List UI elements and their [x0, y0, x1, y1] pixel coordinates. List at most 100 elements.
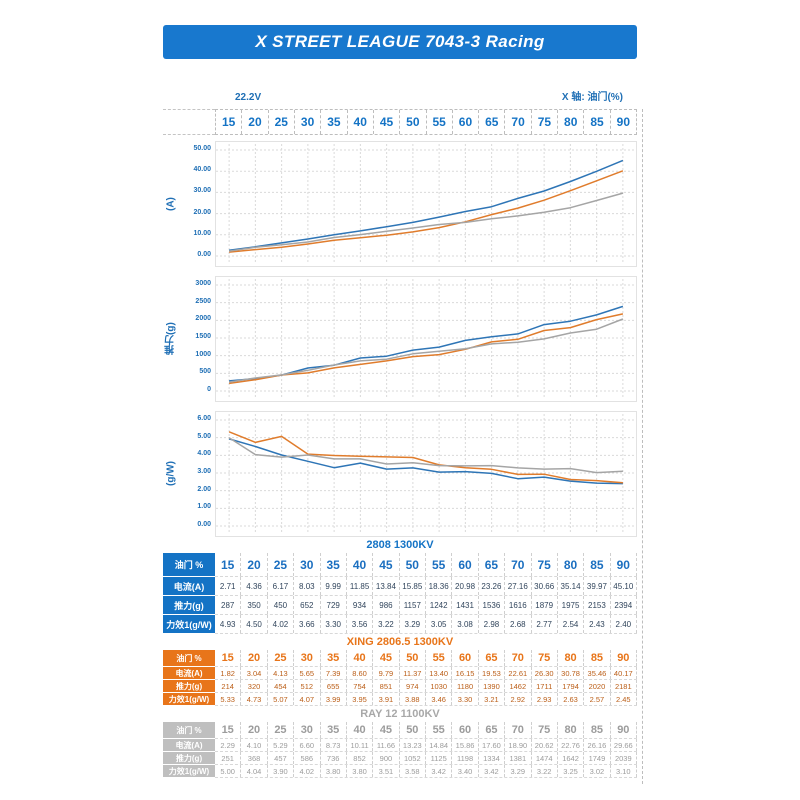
table-cell: 1749: [584, 752, 611, 764]
table-cell: 35: [321, 650, 347, 666]
table-cell: 40: [347, 650, 374, 666]
table-cell: 3.04: [241, 667, 268, 679]
chart-thrust: 推力(g) 0 500 1000 1500 2000 2500 3000: [163, 276, 637, 402]
table-cell: 287: [215, 596, 242, 614]
chart-canvas: [216, 279, 636, 399]
table-cell: 1642: [558, 752, 585, 764]
table-cell: 3.66: [294, 615, 321, 633]
table-cell: 80: [558, 553, 585, 576]
table-row: 油门 % 15 20 25 30 35 40 45 50 55 60 65 70 75 80 85 90: [163, 650, 637, 667]
table-cell: 18.90: [505, 739, 532, 751]
throttle-header-cells: 15 20 25 30 35 40 45 50 55 60 65 70 75 80 85 90: [215, 109, 637, 135]
table-cell: 23.26: [479, 577, 506, 595]
table-row: 推力(g) 214 320 454 512 655 754 851 974 1030 1180 139…: [163, 680, 637, 693]
table-row: 推力(g) 287 350 450 652 729 934 986 1157 1242 1431 15…: [163, 596, 637, 615]
table-cell: 1462: [505, 680, 532, 692]
table-cell: 13.40: [426, 667, 453, 679]
table-cell: 25: [268, 722, 295, 738]
table-cell: 35: [321, 553, 347, 576]
table-cell: 736: [321, 752, 347, 764]
throttle-header-cell: 50: [400, 110, 427, 134]
table-row: 力效1(g/W) 4.93 4.50 4.02 3.66 3.30 3.56 3.22 3.29…: [163, 615, 637, 634]
y-axis-current: (A) 0.00 10.00 20.00 30.00 40.00 50.00: [163, 141, 215, 267]
table-cell: 70: [505, 650, 532, 666]
throttle-header-cell: 85: [584, 110, 611, 134]
table-cell: 5.65: [294, 667, 321, 679]
page-title: X STREET LEAGUE 7043-3 Racing: [255, 32, 545, 51]
table-row-cells: 251 368 457 586 736 852 900 1052 1125 1198 1334 138…: [215, 752, 637, 765]
table-cell: 655: [321, 680, 347, 692]
table-cell: 3.21: [479, 693, 506, 705]
table-cell: 2.40: [611, 615, 637, 633]
table-row-label: 电流(A): [163, 577, 215, 596]
table-cell: 1.82: [215, 667, 242, 679]
table-cell: 4.13: [268, 667, 295, 679]
table-cell: 70: [505, 553, 532, 576]
table-cell: 35.46: [584, 667, 611, 679]
table-cell: 1157: [400, 596, 426, 614]
table-cell: 6.60: [294, 739, 321, 751]
table-cell: 4.04: [241, 765, 268, 777]
table-cell: 27.16: [505, 577, 532, 595]
table-cell: 15.86: [452, 739, 479, 751]
chart-current: (A) 0.00 10.00 20.00 30.00 40.00 50.00: [163, 141, 637, 267]
table-cell: 251: [215, 752, 242, 764]
table-cell: 75: [532, 650, 558, 666]
y-tick-label: 40.00: [193, 166, 211, 174]
table-cell: 3.02: [584, 765, 611, 777]
plot-area-current: [215, 141, 637, 267]
table-cell: 1198: [452, 752, 479, 764]
table-cell: 60: [452, 650, 479, 666]
table-cell: 14.84: [426, 739, 453, 751]
y-tick-label: 20.00: [193, 208, 211, 216]
throttle-header-cell: 65: [479, 110, 506, 134]
y-tick-label: 0.00: [197, 251, 211, 258]
table-cell: 15.85: [400, 577, 426, 595]
table-cell: 2.63: [558, 693, 585, 705]
table-cell: 1474: [532, 752, 558, 764]
table-row: 力效1(g/W) 5.33 4.73 5.07 4.07 3.99 3.95 3.91 3.88…: [163, 693, 637, 706]
x-axis-label: X 轴: 油门(%): [561, 92, 623, 103]
table-cell: 3.91: [373, 693, 400, 705]
series-line-xing-2806-5-1300kv: [228, 431, 623, 484]
table-cell: 3.05: [426, 615, 453, 633]
table-cell: 3.90: [268, 765, 295, 777]
table-cell: 3.99: [321, 693, 347, 705]
table-cell: 20.62: [532, 739, 558, 751]
y-axis-efficiency: (g/W) 0.00 1.00 2.00 3.00 4.00 5.00 6.00: [163, 411, 215, 537]
series-line-2808-1300kv: [229, 159, 624, 252]
y-tick-label: 0.00: [197, 521, 211, 528]
table-cell: 3.88: [400, 693, 426, 705]
data-tables: 2808 1300KV 油门 % 15 20 25 30 35 40 45 50 55 60 65 70 7…: [163, 537, 637, 778]
table-cell: 1381: [505, 752, 532, 764]
table-cell: 15: [215, 650, 242, 666]
table-row-cells: 5.33 4.73 5.07 4.07 3.99 3.95 3.91 3.88 3.46 3.30…: [215, 693, 637, 706]
table-cell: 2.77: [532, 615, 558, 633]
y-tick-label: 1000: [195, 350, 211, 358]
table-row-label: 油门 %: [163, 722, 215, 739]
table-cell: 20: [241, 650, 268, 666]
table-row-cells: 1.82 3.04 4.13 5.65 7.39 8.60 9.79 11.37 13.40 16…: [215, 667, 637, 680]
table-cell: 1334: [479, 752, 506, 764]
table-cell: 85: [584, 650, 611, 666]
table-title-ray-12-1100kv: RAY 12 1100KV: [360, 708, 440, 720]
series-line-ray-12-1100kv: [228, 192, 624, 252]
table-cell: 214: [215, 680, 242, 692]
data-table-xing-2806-5-1300kv: 油门 % 15 20 25 30 35 40 45 50 55 60 65 70 75 80 85 90 电流(A…: [163, 650, 637, 706]
table-cell: 8.03: [294, 577, 321, 595]
table-cell: 40: [347, 553, 374, 576]
y-tick-label: 2500: [195, 297, 211, 305]
throttle-header-cell: 40: [348, 110, 374, 134]
table-cell: 55: [426, 553, 453, 576]
table-row-label: 力效1(g/W): [163, 693, 215, 706]
table-cell: 2.92: [505, 693, 532, 705]
throttle-header-cell: 15: [216, 110, 243, 134]
y-tick-label: 10.00: [193, 229, 211, 237]
table-cell: 1180: [452, 680, 479, 692]
table-cell: 13.23: [400, 739, 426, 751]
y-tick-label: 1.00: [197, 503, 211, 511]
table-cell: 3.80: [347, 765, 374, 777]
table-cell: 2153: [584, 596, 611, 614]
table-cell: 11.66: [373, 739, 400, 751]
table-cell: 852: [347, 752, 374, 764]
